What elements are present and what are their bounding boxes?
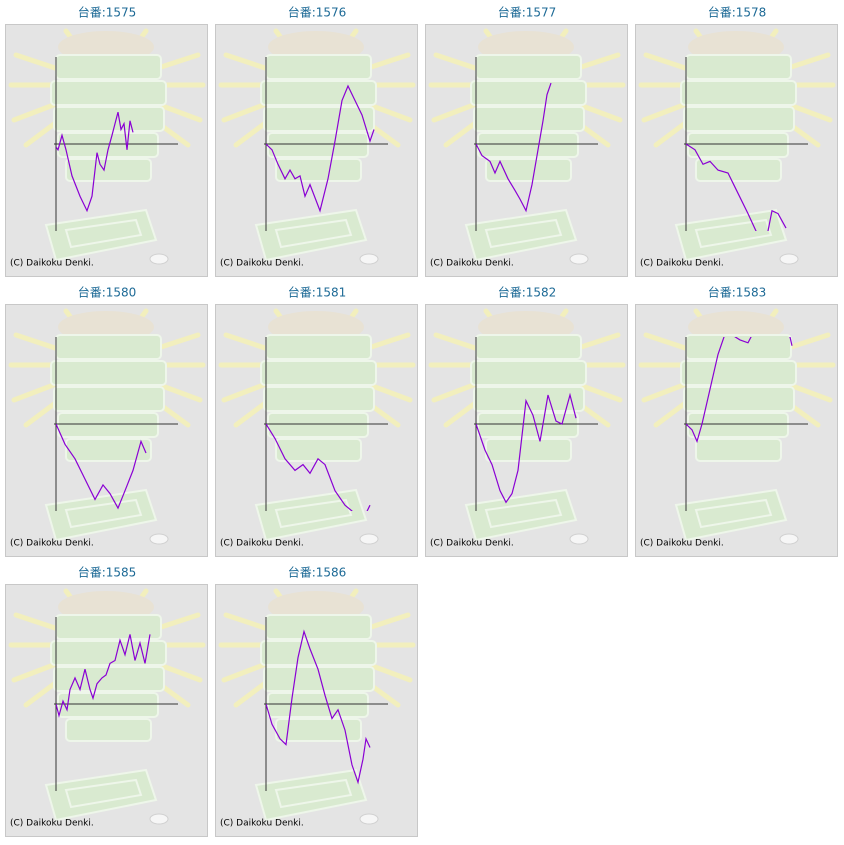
chart-title: 台番:1578 [708,5,767,20]
chart-title: 台番:1583 [708,285,767,300]
data-line [686,337,793,444]
data-line [266,84,375,213]
chart-panel: 台番:1586 (C) Daikoku Denki. [215,565,418,837]
chart-title: 台番:1576 [288,5,347,20]
credit: (C) Daikoku Denki. [10,539,94,549]
chart-title: 台番:1577 [498,5,557,20]
chart-title: 台番:1581 [288,285,347,300]
chart-panel: 台番:1582 (C) Daikoku Denki. [425,285,628,557]
chart-panel: 台番:1585 (C) Daikoku Denki. [5,565,208,837]
chart-panel: 台番:1583 (C) Daikoku Denki. [635,285,838,557]
chart-title: 台番:1585 [78,565,137,580]
data-line [476,392,577,504]
data-line [476,82,552,213]
credit: (C) Daikoku Denki. [430,539,514,549]
credit: (C) Daikoku Denki. [220,259,304,269]
credit: (C) Daikoku Denki. [640,259,724,269]
chart-panel: 台番:1575 (C) Daikoku Denki. [5,5,208,277]
credit: (C) Daikoku Denki. [220,819,304,829]
chart-panel: 台番:1580 (C) Daikoku Denki. [5,285,208,557]
data-line [686,143,787,231]
chart-title: 台番:1586 [288,565,347,580]
credit: (C) Daikoku Denki. [430,259,514,269]
data-line [56,634,151,718]
chart-title: 台番:1580 [78,285,137,300]
chart-title: 台番:1575 [78,5,137,20]
data-line [266,423,371,511]
chart-panel: 台番:1578 (C) Daikoku Denki. [635,5,838,277]
chart-panel: 台番:1576 (C) Daikoku Denki. [215,5,418,277]
chart-panel: 台番:1577 (C) Daikoku Denki. [425,5,628,277]
credit: (C) Daikoku Denki. [10,819,94,829]
chart-title: 台番:1582 [498,285,557,300]
credit: (C) Daikoku Denki. [220,539,304,549]
data-line [56,423,147,510]
chart-panel: 台番:1581 (C) Daikoku Denki. [215,285,418,557]
data-line [56,111,134,213]
credit: (C) Daikoku Denki. [10,259,94,269]
credit: (C) Daikoku Denki. [640,539,724,549]
data-line [266,629,371,785]
